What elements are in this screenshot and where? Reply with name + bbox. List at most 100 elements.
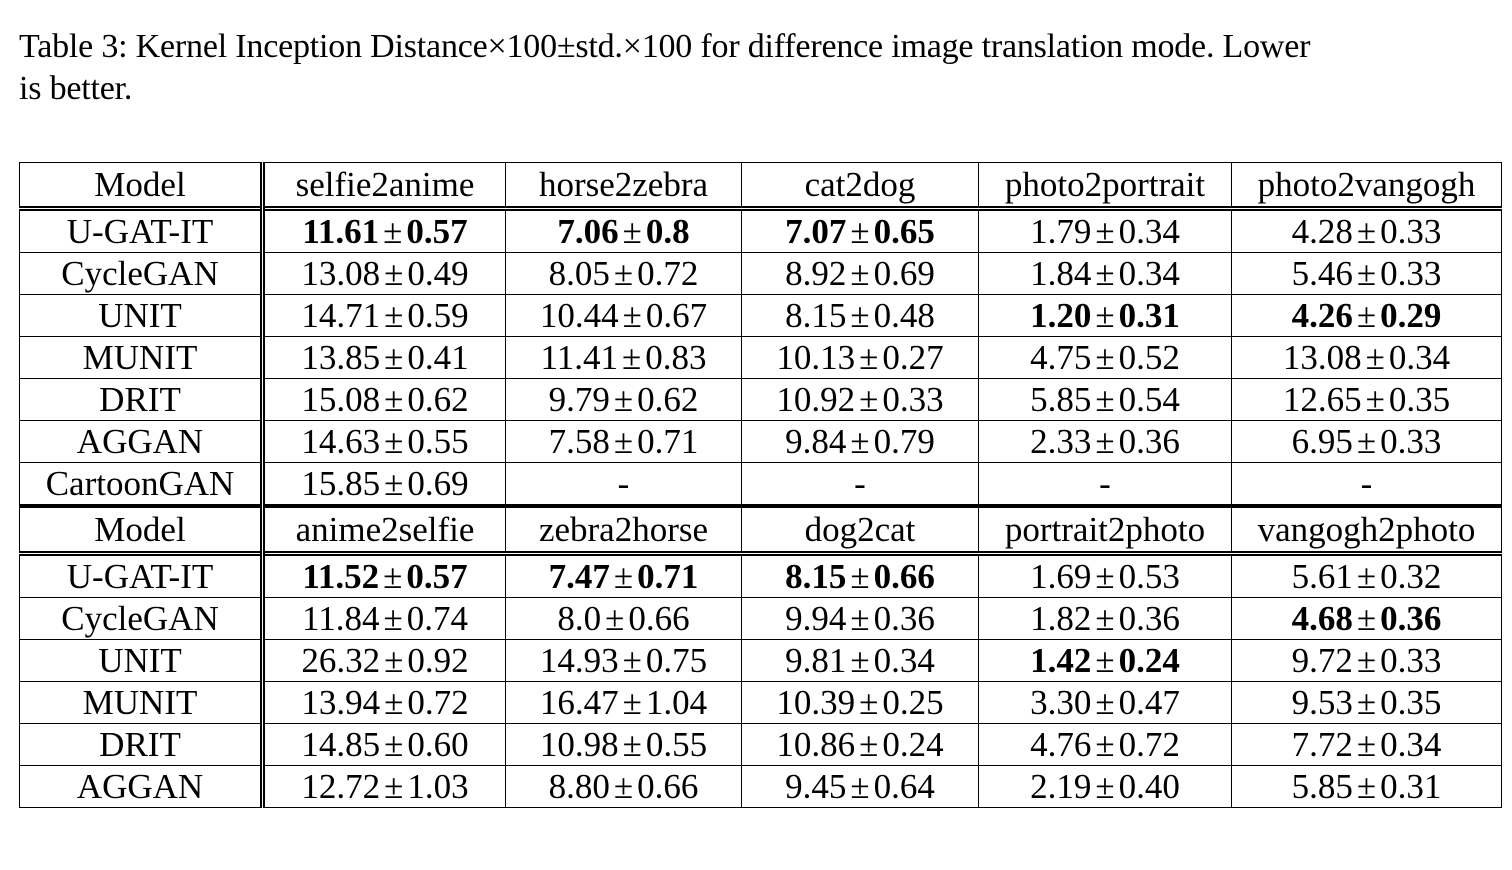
metric-cell: 8.0 ±0.66 <box>505 597 742 640</box>
mean-value: 4.68 <box>1291 599 1353 638</box>
plus-minus-sign: ± <box>1356 212 1377 251</box>
table-row: MUNIT 13.85 ±0.41 11.41 ±0.83 10.13 ±0.27 4.75 ±… <box>19 336 1502 379</box>
mean-value: 2.33 <box>1030 422 1092 461</box>
plus-minus-sign: ± <box>1095 599 1115 638</box>
metric-cell: 9.79 ±0.62 <box>505 378 742 421</box>
mean-value: 9.84 <box>785 422 847 461</box>
mean-value: 13.94 <box>301 683 381 722</box>
mean-value: 11.61 <box>302 212 380 251</box>
plus-minus-sign: ± <box>850 557 870 596</box>
metric-cell: 4.76 ±0.72 <box>978 723 1232 766</box>
metric-cell: - <box>1231 462 1502 507</box>
plus-minus-sign: ± <box>622 725 642 764</box>
header-row: Model selfie2anime horse2zebra cat2dog photo… <box>19 162 1502 209</box>
metric-cell: 13.08 ±0.34 <box>1231 336 1502 379</box>
std-value: 0.66 <box>628 599 690 638</box>
mean-value: 10.92 <box>776 380 856 419</box>
metric-cell: 4.75 ±0.52 <box>978 336 1232 379</box>
mean-value: 10.39 <box>776 683 856 722</box>
metric-cell: 4.28 ±0.33 <box>1231 206 1502 253</box>
std-value: 0.24 <box>1118 641 1180 680</box>
plus-minus-sign: ± <box>859 338 879 377</box>
plus-minus-sign: ± <box>1356 557 1377 596</box>
metric-cell: 4.68 ±0.36 <box>1231 597 1502 640</box>
mean-value: 3.30 <box>1030 683 1092 722</box>
plus-minus-sign: ± <box>1356 641 1377 680</box>
mean-value: 1.69 <box>1030 557 1092 596</box>
mean-value: 8.15 <box>785 557 847 596</box>
mean-value: 1.84 <box>1030 254 1092 293</box>
std-value: 0.34 <box>1388 338 1451 377</box>
plus-minus-sign: ± <box>622 641 642 680</box>
std-value: 0.33 <box>1380 212 1442 251</box>
plus-minus-sign: ± <box>384 380 404 419</box>
plus-minus-sign: ± <box>384 725 404 764</box>
mean-value: 4.26 <box>1291 296 1353 335</box>
table-row: AGGAN 14.63 ±0.55 7.58 ±0.71 9.84 ±0.79 2.33 ±0.… <box>19 420 1502 463</box>
std-value: 0.72 <box>637 254 699 293</box>
mean-value: 10.44 <box>539 296 619 335</box>
mean-value: 11.52 <box>302 557 380 596</box>
mean-value: 8.15 <box>785 296 847 335</box>
std-value: 0.29 <box>1380 296 1442 335</box>
mean-value: 1.79 <box>1030 212 1092 251</box>
metric-cell: 10.98 ±0.55 <box>505 723 742 766</box>
std-value: 0.55 <box>645 725 708 764</box>
plus-minus-sign: ± <box>1095 380 1115 419</box>
metric-cell: 10.86 ±0.24 <box>741 723 979 766</box>
std-value: 0.33 <box>1380 422 1442 461</box>
std-value: 0.54 <box>1118 380 1180 419</box>
column-header: anime2selfie <box>262 504 506 554</box>
plus-minus-sign: ± <box>384 464 404 503</box>
plus-minus-sign: ± <box>622 683 642 722</box>
metric-cell: 7.72 ±0.34 <box>1231 723 1502 766</box>
metric-cell: 11.61 ±0.57 <box>262 206 506 253</box>
std-value: 0.66 <box>873 557 935 596</box>
mean-value: 4.75 <box>1030 338 1092 377</box>
std-value: 0.79 <box>873 422 935 461</box>
plus-minus-sign: ± <box>613 254 634 293</box>
plus-minus-sign: ± <box>1356 599 1377 638</box>
std-value: 0.33 <box>1380 254 1442 293</box>
metric-cell: 8.05 ±0.72 <box>505 252 742 295</box>
std-value: 0.59 <box>407 296 469 335</box>
metric-cell: 7.06 ±0.8 <box>505 206 742 253</box>
mean-value: 7.06 <box>557 212 619 251</box>
std-value: 0.33 <box>1380 641 1442 680</box>
mean-value: 13.08 <box>301 254 381 293</box>
model-name: AGGAN <box>19 765 265 808</box>
metric-cell: 10.39 ±0.25 <box>741 681 979 724</box>
std-value: 0.31 <box>1380 767 1442 806</box>
mean-value: 13.08 <box>1282 338 1362 377</box>
std-value: 0.83 <box>645 338 707 377</box>
model-name: U-GAT-IT <box>19 206 265 253</box>
mean-value: 9.53 <box>1291 683 1353 722</box>
plus-minus-sign: ± <box>850 212 870 251</box>
plus-minus-sign: ± <box>1356 767 1377 806</box>
metric-cell: 13.94 ±0.72 <box>262 681 506 724</box>
std-value: 0.25 <box>882 683 944 722</box>
metric-cell: 10.44 ±0.67 <box>505 294 742 337</box>
plus-minus-sign: ± <box>1095 296 1115 335</box>
plus-minus-sign: ± <box>1356 725 1377 764</box>
model-name: MUNIT <box>19 681 265 724</box>
std-value: 0.47 <box>1118 683 1180 722</box>
mean-value: 10.98 <box>539 725 619 764</box>
metric-cell: 4.26 ±0.29 <box>1231 294 1502 337</box>
mean-value: 14.71 <box>301 296 381 335</box>
std-value: 0.34 <box>1118 254 1180 293</box>
plus-minus-sign: ± <box>1365 380 1385 419</box>
table-row: CycleGAN 11.84 ±0.74 8.0 ±0.66 9.94 ±0.36 1.82 ±… <box>19 597 1502 640</box>
std-value: 0.36 <box>873 599 935 638</box>
column-header: cat2dog <box>741 162 979 209</box>
metric-cell: 5.61 ±0.32 <box>1231 551 1502 598</box>
metric-cell: 11.41 ±0.83 <box>505 336 742 379</box>
plus-minus-sign: ± <box>1095 338 1115 377</box>
std-value: 0.34 <box>873 641 935 680</box>
plus-minus-sign: ± <box>384 254 404 293</box>
caption-line-2: is better. <box>19 70 133 107</box>
model-column-header: Model <box>19 504 265 554</box>
caption-line-1: Table 3: Kernel Inception Distance×100±s… <box>19 28 1311 65</box>
metric-cell: 14.63 ±0.55 <box>262 420 506 463</box>
std-value: 0.52 <box>1118 338 1180 377</box>
